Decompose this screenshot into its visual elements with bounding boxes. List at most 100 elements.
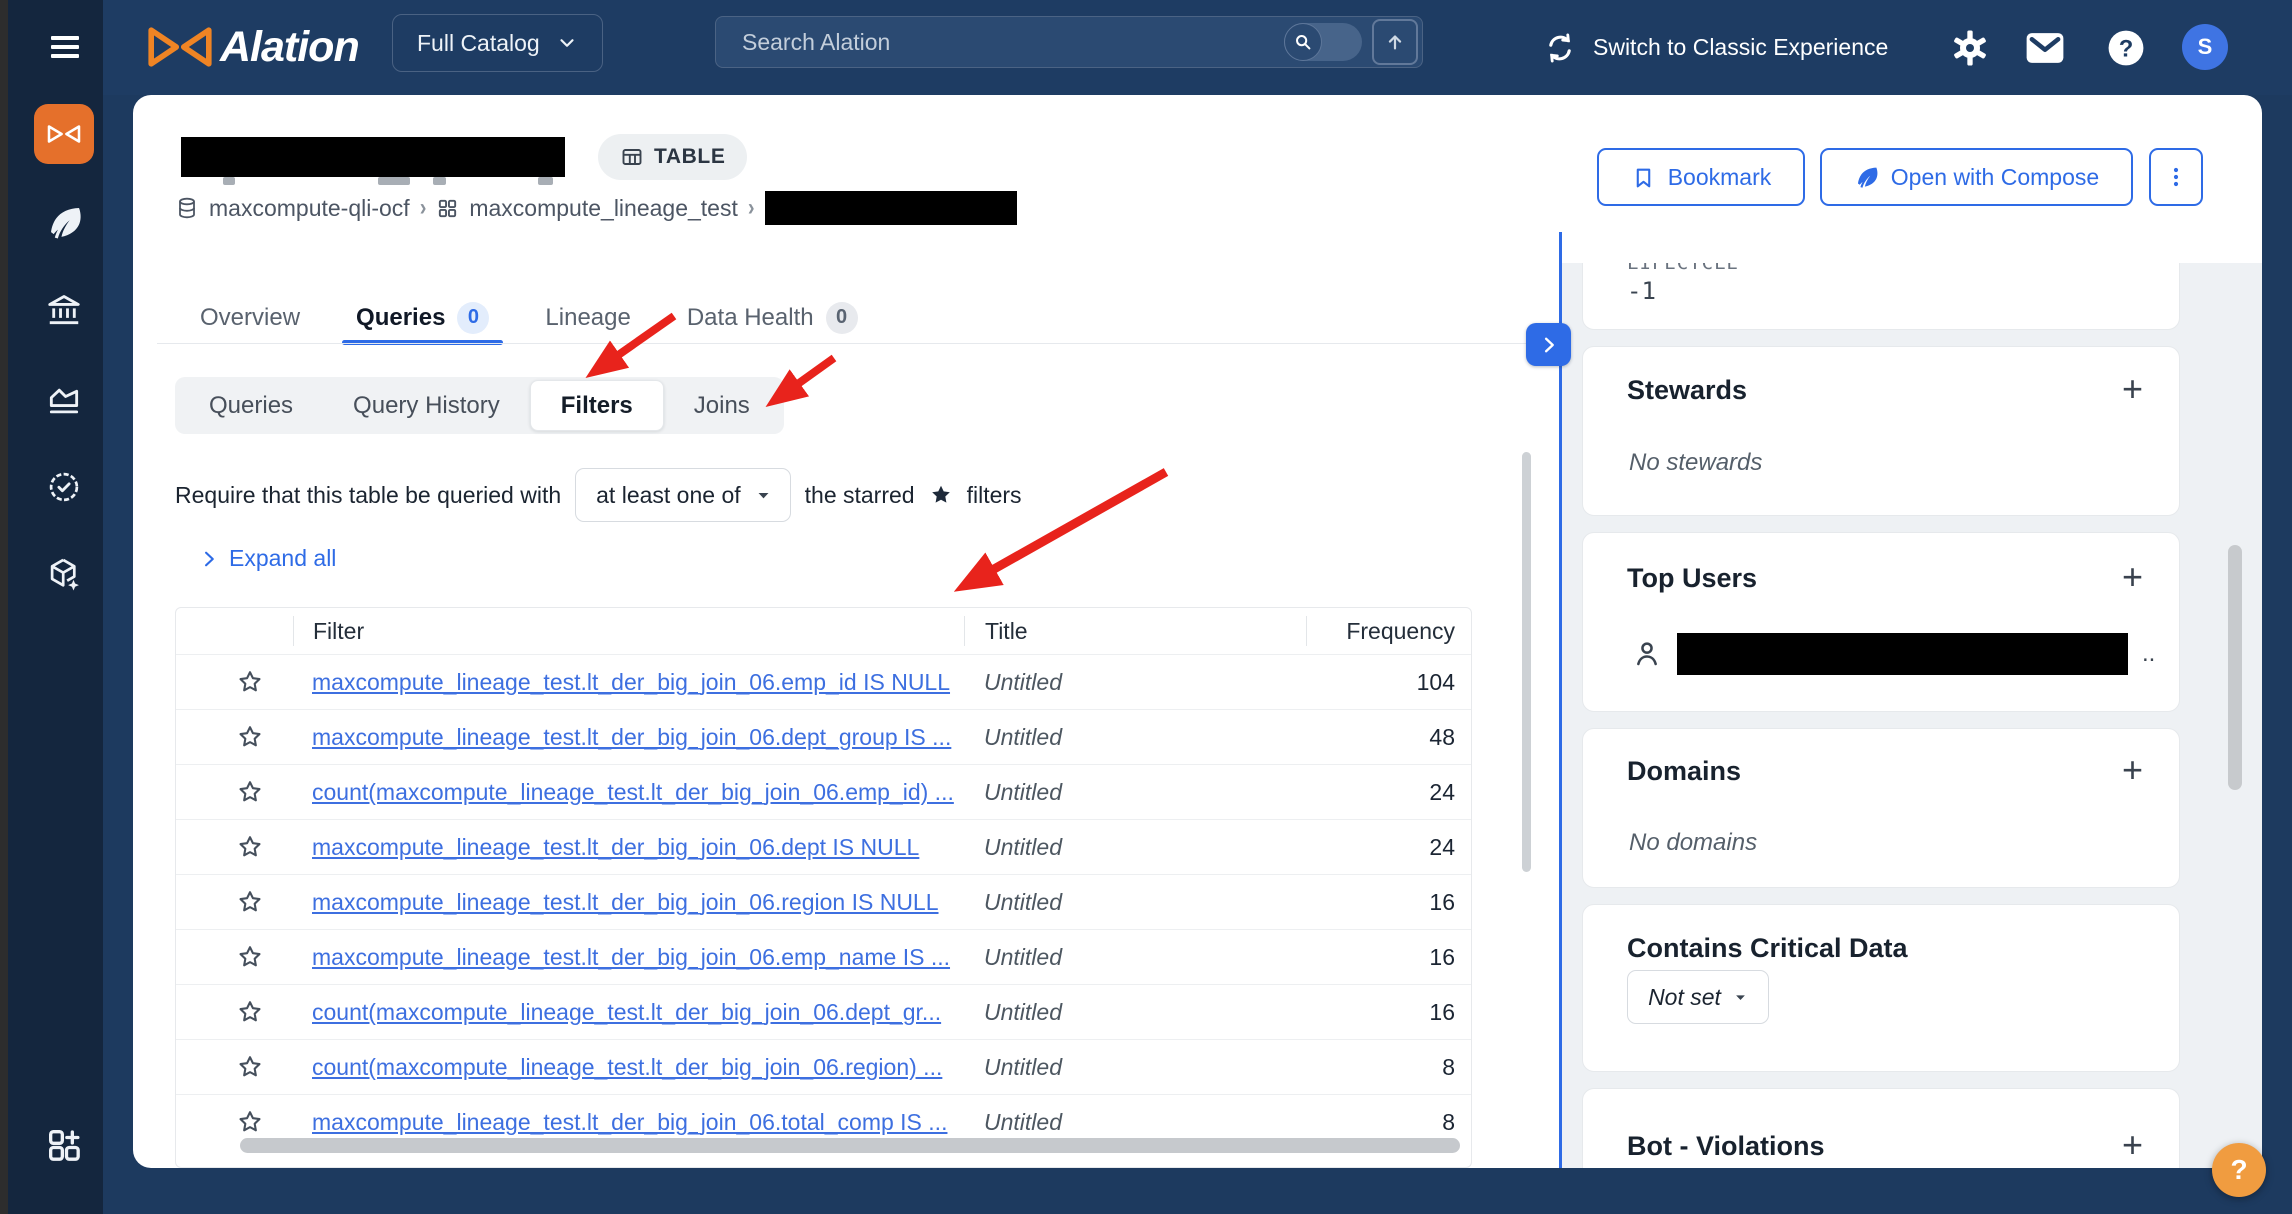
- horizontal-scrollbar-thumb[interactable]: [240, 1138, 1460, 1153]
- subtab-filters[interactable]: Filters: [529, 380, 664, 431]
- breadcrumb-table-redacted: [764, 191, 1017, 225]
- full-catalog-dropdown[interactable]: Full Catalog: [392, 14, 603, 72]
- queries-count-badge: 0: [457, 301, 490, 334]
- filter-frequency: 16: [1429, 998, 1455, 1025]
- star-toggle-icon[interactable]: [236, 998, 264, 1026]
- settings-button[interactable]: [1940, 0, 2000, 95]
- star-toggle-icon[interactable]: [236, 888, 264, 916]
- filter-link[interactable]: count(maxcompute_lineage_test.lt_der_big…: [312, 1053, 943, 1080]
- tab-data-health[interactable]: Data Health 0: [687, 291, 858, 344]
- top-user-suffix: ..: [2142, 640, 2156, 667]
- star-toggle-icon[interactable]: [236, 1108, 264, 1136]
- redacted-title-descender: [433, 177, 446, 185]
- schema-icon: [439, 199, 457, 217]
- sidebar-item-compose[interactable]: [38, 197, 90, 249]
- switch-to-classic-button[interactable]: Switch to Classic Experience: [1543, 0, 1888, 95]
- open-with-compose-button[interactable]: Open with Compose: [1820, 148, 2133, 206]
- sidebar-item-catalog-home[interactable]: [34, 104, 94, 164]
- tab-queries[interactable]: Queries 0: [341, 291, 504, 345]
- table-icon: [622, 149, 642, 165]
- filter-title: Untitled: [984, 998, 1062, 1025]
- add-steward-icon[interactable]: +: [2121, 368, 2143, 409]
- collapse-panel-button[interactable]: [1526, 323, 1571, 366]
- tab-overview[interactable]: Overview: [200, 303, 301, 331]
- user-avatar[interactable]: S: [2182, 24, 2228, 70]
- content-scrollbar-thumb[interactable]: [1522, 452, 1531, 872]
- sidebar-item-data-products[interactable]: [38, 549, 90, 601]
- subtab-query-history[interactable]: Query History: [353, 391, 500, 419]
- critical-data-value: Not set: [1648, 983, 1721, 1010]
- filter-link[interactable]: maxcompute_lineage_test.lt_der_big_join_…: [312, 668, 951, 695]
- critical-data-select[interactable]: Not set: [1627, 970, 1769, 1024]
- filter-link[interactable]: maxcompute_lineage_test.lt_der_big_join_…: [312, 888, 939, 915]
- lifecycle-value: -1: [1627, 277, 1656, 305]
- subtab-queries[interactable]: Queries: [209, 391, 294, 419]
- filter-title: Untitled: [984, 888, 1062, 915]
- add-bot-violation-icon[interactable]: +: [2121, 1124, 2143, 1165]
- search-submit-pill[interactable]: [1284, 23, 1362, 61]
- menu-icon[interactable]: [51, 36, 79, 58]
- chevron-right-icon: ›: [419, 194, 427, 221]
- table-row: maxcompute_lineage_test.lt_der_big_join_…: [176, 654, 1471, 709]
- require-prefix: Require that this table be queried with: [175, 481, 562, 508]
- question-icon: ?: [2108, 30, 2144, 65]
- apps-add-icon: [49, 1130, 80, 1161]
- notifications-button[interactable]: [2015, 0, 2075, 95]
- subtab-joins[interactable]: Joins: [693, 391, 750, 419]
- breadcrumb-schema[interactable]: maxcompute_lineage_test: [469, 194, 738, 221]
- top-users-title: Top Users: [1627, 563, 1758, 593]
- support-help-button[interactable]: ?: [2212, 1143, 2266, 1197]
- sidebar-item-analytics[interactable]: [38, 374, 90, 426]
- top-user-row[interactable]: ..: [1631, 633, 2155, 675]
- more-actions-button[interactable]: [2149, 148, 2203, 206]
- bank-icon: [48, 295, 80, 325]
- domains-empty-text: No domains: [1629, 829, 1758, 856]
- table-row: maxcompute_lineage_test.lt_der_big_join_…: [176, 929, 1471, 984]
- filter-link[interactable]: count(maxcompute_lineage_test.lt_der_big…: [312, 778, 954, 805]
- filter-link[interactable]: maxcompute_lineage_test.lt_der_big_join_…: [312, 833, 920, 860]
- table-row: maxcompute_lineage_test.lt_der_big_join_…: [176, 1094, 1471, 1149]
- window-edge: [0, 0, 8, 1214]
- search-input[interactable]: [716, 28, 1284, 56]
- sidebar-item-apps[interactable]: [38, 1119, 90, 1171]
- expand-all-button[interactable]: Expand all: [199, 545, 336, 572]
- breadcrumb-source[interactable]: maxcompute-qli-ocf: [209, 194, 410, 221]
- star-toggle-icon[interactable]: [236, 833, 264, 861]
- panel-divider: [1559, 232, 1562, 1168]
- domains-title: Domains: [1627, 756, 1742, 786]
- match-mode-select[interactable]: at least one of: [575, 468, 791, 522]
- star-toggle-icon[interactable]: [236, 1053, 264, 1081]
- filter-requirement-row: Require that this table be queried with …: [175, 468, 1022, 522]
- filter-title: Untitled: [984, 668, 1062, 695]
- column-header-title[interactable]: Title: [964, 616, 1306, 646]
- tab-lineage[interactable]: Lineage: [545, 303, 631, 331]
- filter-title: Untitled: [984, 943, 1062, 970]
- filter-frequency: 24: [1429, 778, 1455, 805]
- sidebar-item-governance[interactable]: [38, 284, 90, 336]
- star-toggle-icon[interactable]: [236, 668, 264, 696]
- caret-down-icon: [758, 492, 769, 498]
- bot-violations-card: Bot - Violations +: [1582, 1088, 2180, 1168]
- add-top-user-icon[interactable]: +: [2121, 556, 2143, 597]
- filter-link[interactable]: count(maxcompute_lineage_test.lt_der_big…: [312, 998, 942, 1025]
- domains-card: Domains + No domains: [1582, 728, 2180, 888]
- search-shortcut-button[interactable]: [1372, 19, 1418, 65]
- star-toggle-icon[interactable]: [236, 943, 264, 971]
- page-scrollbar-thumb[interactable]: [2228, 545, 2242, 790]
- star-toggle-icon[interactable]: [236, 723, 264, 751]
- add-domain-icon[interactable]: +: [2121, 749, 2143, 790]
- column-header-filter[interactable]: Filter: [293, 616, 964, 646]
- svg-text:?: ?: [2119, 35, 2134, 62]
- search-icon: [1284, 23, 1322, 61]
- alation-logo[interactable]: Alation: [148, 18, 360, 76]
- filter-link[interactable]: maxcompute_lineage_test.lt_der_big_join_…: [312, 723, 952, 750]
- logo-wordmark: Alation: [220, 22, 360, 71]
- star-toggle-icon[interactable]: [236, 778, 264, 806]
- bookmark-button[interactable]: Bookmark: [1597, 148, 1805, 206]
- sidebar-item-trust-checks[interactable]: [38, 461, 90, 513]
- filter-link[interactable]: maxcompute_lineage_test.lt_der_big_join_…: [312, 943, 951, 970]
- filter-link[interactable]: maxcompute_lineage_test.lt_der_big_join_…: [312, 1108, 948, 1135]
- help-button[interactable]: ?: [2096, 0, 2156, 95]
- column-header-frequency[interactable]: Frequency: [1306, 616, 1471, 646]
